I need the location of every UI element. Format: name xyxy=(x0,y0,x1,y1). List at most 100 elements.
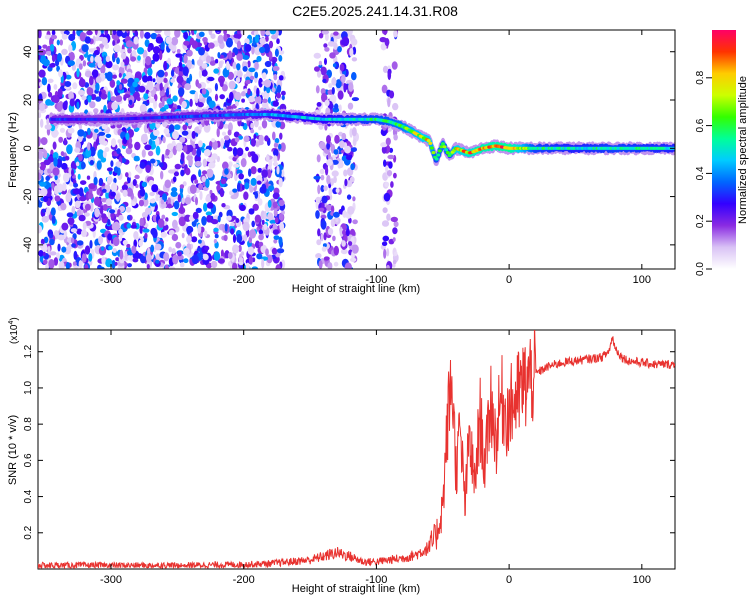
noise-blob xyxy=(236,63,241,71)
noise-blob xyxy=(203,149,211,157)
noise-blob xyxy=(234,137,240,143)
noise-blob xyxy=(313,175,321,180)
noise-blob xyxy=(152,46,161,55)
noise-blob xyxy=(278,213,284,221)
colorbar: 0.0 0.2 0.4 0.6 0.8 Normalized spectral ampl… xyxy=(695,30,749,276)
noise-blob xyxy=(77,129,85,137)
noise-blob xyxy=(186,225,194,234)
noise-blob xyxy=(81,95,87,101)
x-tick-label: -300 xyxy=(100,274,122,286)
noise-blob xyxy=(238,244,242,252)
noise-blob xyxy=(147,75,153,83)
noise-blob xyxy=(248,208,255,215)
noise-blob xyxy=(68,44,73,53)
noise-blob xyxy=(38,250,44,257)
noise-blob xyxy=(39,181,47,187)
noise-blob xyxy=(142,228,150,233)
noise-blob xyxy=(252,203,259,211)
noise-blob xyxy=(339,63,345,71)
noise-blob xyxy=(100,156,107,163)
noise-blob xyxy=(100,93,108,100)
noise-blob xyxy=(223,123,229,129)
noise-blob xyxy=(163,252,170,262)
noise-blob xyxy=(172,219,178,229)
noise-blob xyxy=(236,233,243,243)
noise-blob xyxy=(223,234,228,242)
noise-blob xyxy=(331,170,339,177)
noise-blob xyxy=(352,138,357,147)
noise-blob xyxy=(258,77,263,88)
noise-blob xyxy=(106,167,113,172)
noise-blob xyxy=(261,169,268,178)
noise-blob xyxy=(221,84,228,92)
noise-blob xyxy=(281,95,285,101)
noise-blob xyxy=(323,185,328,191)
noise-blob xyxy=(109,209,116,214)
noise-blob xyxy=(126,187,134,197)
noise-blob xyxy=(43,159,51,166)
noise-blob xyxy=(76,101,80,110)
noise-blob xyxy=(142,75,149,83)
noise-blob xyxy=(341,132,347,141)
noise-blob xyxy=(73,188,81,195)
noise-blob xyxy=(268,40,274,49)
noise-blob xyxy=(351,244,359,254)
noise-blob xyxy=(333,211,340,218)
noise-blob xyxy=(322,78,327,83)
noise-blob xyxy=(168,127,173,134)
noise-blob xyxy=(57,234,65,241)
noise-blob xyxy=(213,239,217,244)
noise-blob xyxy=(260,30,266,37)
noise-blob xyxy=(316,154,321,163)
noise-blob xyxy=(201,170,208,175)
noise-blob xyxy=(43,236,49,244)
noise-blob xyxy=(40,238,45,245)
noise-blob xyxy=(243,191,249,200)
noise-blob xyxy=(178,87,185,97)
noise-blob xyxy=(102,150,107,158)
noise-blob xyxy=(149,198,156,204)
noise-blob xyxy=(168,169,176,174)
noise-blob xyxy=(47,83,51,93)
noise-blob xyxy=(120,78,128,84)
noise-blob xyxy=(53,257,59,266)
noise-blob xyxy=(173,200,180,210)
ridge-core xyxy=(429,146,434,150)
noise-blob xyxy=(90,93,97,101)
y-tick-label: 0 xyxy=(22,145,34,151)
noise-blob xyxy=(128,99,133,106)
noise-blob xyxy=(351,57,358,62)
noise-blob xyxy=(278,55,283,62)
noise-blob xyxy=(389,90,395,99)
noise-blob xyxy=(113,177,117,184)
noise-blob xyxy=(173,171,179,177)
noise-blob xyxy=(272,192,280,200)
noise-blob xyxy=(318,60,322,66)
noise-blob xyxy=(198,31,205,37)
noise-blob xyxy=(276,248,285,254)
noise-blob xyxy=(222,161,229,170)
noise-blob xyxy=(206,55,212,63)
noise-blob xyxy=(175,241,182,249)
noise-blob xyxy=(350,147,357,153)
noise-blob xyxy=(215,30,221,33)
noise-blob xyxy=(44,124,52,130)
noise-blob xyxy=(212,140,218,150)
noise-blob xyxy=(242,221,250,232)
snr-y-multiplier: (x104) xyxy=(8,317,20,344)
noise-blob xyxy=(320,233,324,242)
noise-blob xyxy=(160,199,165,205)
noise-blob xyxy=(392,227,398,235)
noise-blob xyxy=(257,167,263,173)
noise-blob xyxy=(273,239,278,244)
noise-blob xyxy=(203,202,208,212)
noise-blob xyxy=(102,204,108,211)
noise-blob xyxy=(343,82,347,93)
noise-blob xyxy=(181,130,189,136)
noise-blob xyxy=(63,137,67,146)
noise-blob xyxy=(186,235,192,244)
noise-blob xyxy=(101,256,106,265)
noise-blob xyxy=(325,166,329,176)
noise-blob xyxy=(223,33,228,42)
noise-blob xyxy=(384,181,390,188)
